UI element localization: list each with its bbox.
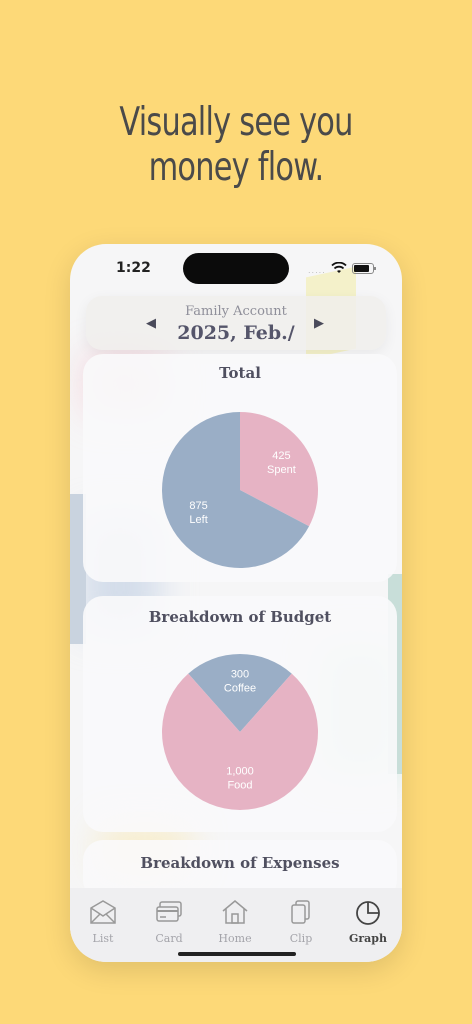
headline-line-1: Visually see you <box>119 100 353 145</box>
total-pie-chart: 425 Spent 875 Left <box>162 412 318 568</box>
total-card-title: Total <box>219 364 261 382</box>
phone-screen: 1:22 ..... ◀ Family Account 2025, Feb./ … <box>70 244 402 962</box>
tab-list-label: List <box>92 932 114 945</box>
status-time: 1:22 <box>116 260 151 276</box>
pie-slice-left <box>162 412 310 568</box>
pie-chart-icon <box>356 901 380 925</box>
total-card: Total 425 Spent 875 Left <box>83 354 397 582</box>
budget-pie-chart: 300 Coffee 1,000 Food <box>162 654 319 810</box>
pie-label-spent-name: Spent <box>267 464 296 476</box>
pie-label-coffee-value: 300 <box>231 669 249 681</box>
pie-label-food-value: 1,000 <box>226 765 254 777</box>
pie-slice-food <box>162 673 319 810</box>
next-month-button[interactable]: ▶ <box>314 316 324 331</box>
headline-line-2: money flow. <box>148 145 325 190</box>
tab-card-label: Card <box>155 932 183 945</box>
dynamic-island <box>183 253 289 284</box>
tab-home-label: Home <box>218 932 252 945</box>
expenses-card-title: Breakdown of Expenses <box>140 854 340 872</box>
budget-card-title: Breakdown of Budget <box>148 608 332 626</box>
tab-graph[interactable]: Graph <box>338 898 398 945</box>
pie-slice-coffee <box>188 654 292 732</box>
account-name: Family Account <box>185 304 287 319</box>
tab-card[interactable]: Card <box>139 898 199 945</box>
battery-icon <box>352 263 376 274</box>
pie-label-coffee-name: Coffee <box>224 683 256 695</box>
current-period: 2025, Feb./ <box>177 322 295 344</box>
wifi-icon <box>331 262 347 273</box>
pie-label-spent-value: 425 <box>272 450 290 462</box>
envelope-icon <box>90 900 116 924</box>
tab-clip[interactable]: Clip <box>271 898 331 945</box>
tab-bar: List Card Home Clip <box>70 888 402 962</box>
budget-card: Breakdown of Budget 300 Coffee 1,000 Food <box>83 596 397 832</box>
month-selector: ◀ Family Account 2025, Feb./ ▶ <box>86 296 386 350</box>
pie-label-food-name: Food <box>227 779 252 791</box>
tab-graph-label: Graph <box>348 932 387 945</box>
tab-home[interactable]: Home <box>205 898 265 945</box>
house-icon <box>222 900 248 924</box>
credit-card-icon <box>156 901 182 922</box>
pie-slice-spent <box>240 412 318 527</box>
home-indicator <box>178 952 296 956</box>
status-bar: 1:22 ..... <box>70 244 402 294</box>
signal-icon: ..... <box>308 266 326 275</box>
bg-shape-blue <box>70 494 86 644</box>
tab-list[interactable]: List <box>73 898 133 945</box>
clipboard-icon <box>291 900 310 924</box>
pie-label-left-value: 875 <box>189 500 207 512</box>
tab-clip-label: Clip <box>289 932 313 945</box>
prev-month-button[interactable]: ◀ <box>146 316 156 331</box>
pie-label-left-name: Left <box>189 514 207 526</box>
headline: Visually see you money flow. <box>52 100 420 190</box>
